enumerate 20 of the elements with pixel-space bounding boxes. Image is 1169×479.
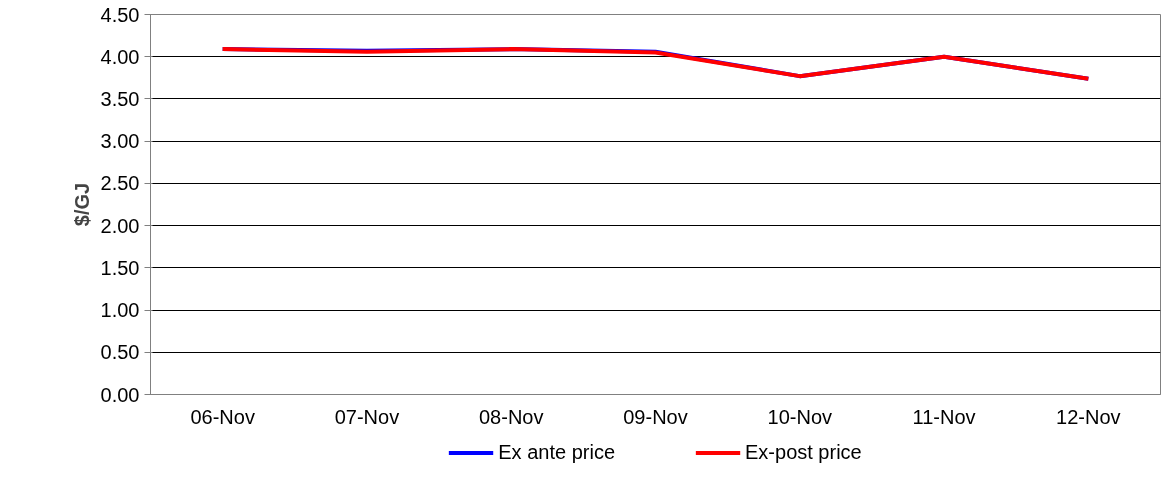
y-tick-label: 4.00: [100, 45, 140, 68]
y-tick-label: 2.00: [100, 214, 140, 237]
y-tick-label: 3.00: [100, 130, 140, 153]
x-tick-label: 07-Nov: [334, 405, 400, 428]
y-tick-label: 2.50: [100, 172, 140, 195]
y-axis-title: $/GJ: [70, 182, 93, 227]
y-tick-label: 0.00: [100, 383, 140, 406]
legend-label: Ex ante price: [498, 440, 616, 464]
y-tick-label: 4.50: [100, 3, 140, 26]
y-tick-label: 1.50: [100, 256, 140, 279]
y-tick-label: 3.50: [100, 87, 140, 110]
x-tick-label: 10-Nov: [767, 405, 833, 428]
y-tick-label: 1.00: [100, 299, 140, 322]
x-tick-label: 08-Nov: [478, 405, 544, 428]
legend-label: Ex-post price: [745, 440, 862, 464]
x-tick-label: 06-Nov: [190, 405, 255, 428]
y-tick-label: 0.50: [100, 341, 140, 364]
x-tick-label: 11-Nov: [912, 405, 976, 428]
x-tick-label: 09-Nov: [623, 405, 688, 428]
x-tick-label: 12-Nov: [1056, 405, 1121, 428]
